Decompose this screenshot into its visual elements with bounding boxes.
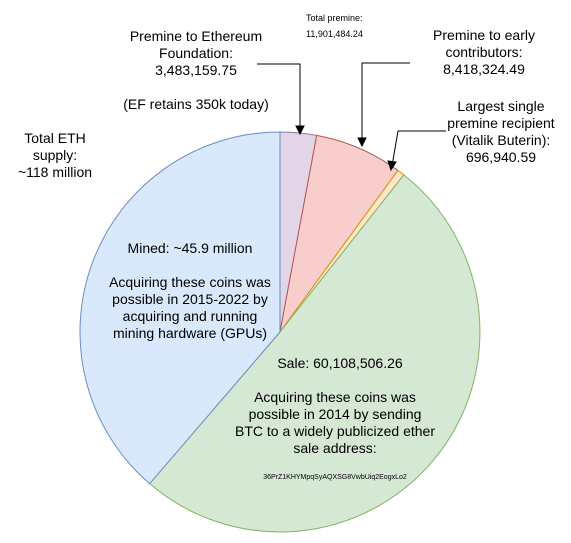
mined-title: Mined: ~45.9 million [127, 240, 253, 256]
mined-desc-4: mining hardware (GPUs) [112, 325, 268, 341]
sale-title: Sale: 60,108,506.26 [277, 355, 403, 371]
pie-slice-mined [79, 131, 281, 485]
foundation-title-2: Foundation: [159, 45, 233, 61]
mined-desc-3: acquiring and running [122, 308, 258, 324]
mined-desc-2: possible in 2015-2022 by [112, 291, 268, 307]
total-premine-label: Total premine: 11,901,484.24 [306, 12, 386, 41]
foundation-note: (EF retains 350k today) [123, 96, 269, 112]
early-title-2: contributors: [445, 44, 523, 60]
callout-line-early [361, 62, 410, 141]
mined-desc-1: Acquiring these coins was [109, 274, 271, 290]
callout-line-foundation [257, 63, 301, 129]
vitalik-value: 696,940.59 [465, 149, 537, 165]
sale-desc-3: BTC to a widely publicized ether [235, 423, 435, 439]
vitalik-title-3: (Vitalik Buterin): [451, 132, 551, 148]
sale-desc-1: Acquiring these coins was [254, 389, 416, 405]
total-eth-line-3: ~118 million [17, 164, 93, 180]
foundation-value: 3,483,159.75 [155, 62, 237, 78]
arrowhead-vitalik [387, 160, 397, 172]
pie-slice-sale [148, 174, 481, 533]
pie-slices [79, 131, 481, 533]
vitalik-label: Largest single premine recipient (Vitali… [440, 98, 562, 166]
sale-desc-4: sale address: [293, 440, 377, 456]
foundation-title: Premine to Ethereum [129, 28, 263, 44]
arrowhead-foundation [295, 125, 305, 136]
callout-line-vitalik [391, 130, 446, 167]
total-eth-line-1: Total ETH [24, 130, 86, 146]
early-contributors-label: Premine to early contributors: 8,418,324… [420, 27, 548, 78]
early-value: 8,418,324.49 [443, 61, 525, 77]
early-title: Premine to early [433, 27, 535, 43]
callout-arrowheads [295, 125, 397, 172]
sale-address: 36PrZ1KHYMpqSyAQXSG8VwbUiq2EogxLo2 [263, 474, 407, 481]
total-premine-title: Total premine: [306, 13, 363, 23]
total-eth-line-2: supply: [32, 147, 78, 163]
arrowhead-early [357, 137, 367, 148]
sale-desc-2: possible in 2014 by sending [248, 406, 422, 422]
mined-description: Acquiring these coins was possible in 20… [92, 274, 288, 342]
vitalik-title: Largest single [457, 98, 545, 114]
total-premine-value: 11,901,484.24 [306, 29, 363, 39]
callout-lines [257, 62, 446, 167]
vitalik-title-2: premine recipient [447, 115, 555, 131]
total-eth-label: Total ETH supply: ~118 million [8, 130, 102, 181]
sale-description: Acquiring these coins was possible in 20… [226, 389, 444, 457]
foundation-label: Premine to Ethereum Foundation: 3,483,15… [118, 28, 274, 79]
